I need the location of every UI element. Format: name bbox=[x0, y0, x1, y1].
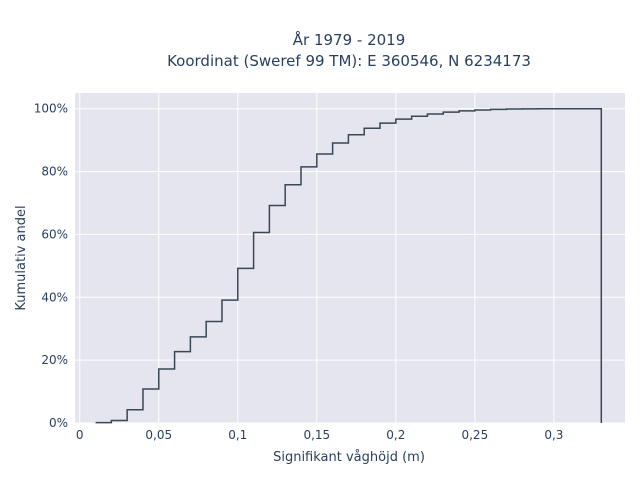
y-tick-label: 80% bbox=[41, 165, 68, 179]
chart-title-line2: Koordinat (Sweref 99 TM): E 360546, N 62… bbox=[167, 52, 531, 70]
y-tick-label: 0% bbox=[49, 416, 68, 430]
x-tick-label: 0,05 bbox=[145, 428, 172, 442]
cdf-step-line bbox=[95, 107, 603, 424]
y-gridlines bbox=[75, 108, 625, 424]
y-tick-label: 20% bbox=[41, 353, 68, 367]
y-tick-label: 60% bbox=[41, 227, 68, 241]
plot-area bbox=[75, 93, 625, 423]
y-tick-label: 100% bbox=[34, 102, 68, 116]
x-gridlines bbox=[79, 93, 555, 423]
y-tick-labels: 0% 20% 40% 60% 80% 100% bbox=[34, 102, 68, 430]
x-tick-label: 0,3 bbox=[544, 428, 563, 442]
x-tick-label: 0,1 bbox=[228, 428, 247, 442]
series-group bbox=[95, 107, 603, 424]
y-tick-label: 40% bbox=[41, 290, 68, 304]
chart-title-line1: År 1979 - 2019 bbox=[293, 30, 406, 49]
x-tick-label: 0,25 bbox=[461, 428, 488, 442]
x-tick-label: 0,15 bbox=[303, 428, 330, 442]
x-axis-title: Signifikant våghöjd (m) bbox=[273, 450, 425, 465]
x-tick-label: 0 bbox=[76, 428, 84, 442]
y-axis-title: Kumulativ andel bbox=[14, 205, 29, 310]
x-tick-label: 0,2 bbox=[386, 428, 405, 442]
x-tick-labels: 0 0,05 0,1 0,15 0,2 0,25 0,3 bbox=[76, 428, 564, 442]
